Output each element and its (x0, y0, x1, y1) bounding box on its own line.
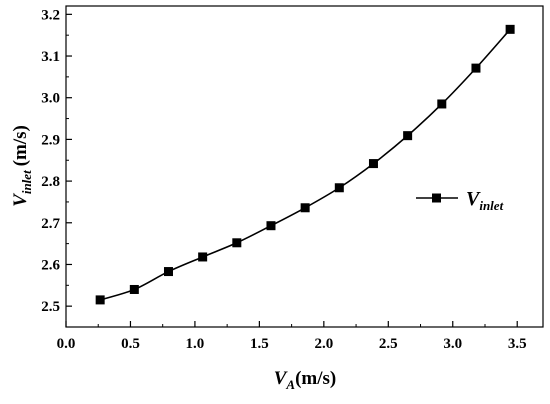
x-tick-label: 1.5 (250, 336, 269, 352)
y-tick-label: 2.7 (41, 216, 60, 232)
legend-label: Vinlet (466, 188, 504, 213)
x-tick-label: 3.5 (508, 336, 527, 352)
y-tick-label: 3.2 (41, 7, 60, 23)
x-axis-title: VA(m/s) (274, 368, 337, 392)
y-axis-symbol: V (10, 193, 31, 207)
legend: Vinlet (416, 188, 504, 213)
x-tick-label: 2.5 (379, 336, 398, 352)
y-axis-title: Vinlet (m/s) (10, 125, 34, 207)
x-tick-label: 1.0 (186, 336, 205, 352)
data-point (505, 24, 515, 34)
x-axis-symbol: V (274, 368, 288, 389)
legend-subscript: inlet (479, 198, 503, 213)
x-tick-label: 3.0 (443, 336, 462, 352)
x-axis-unit: (m/s) (295, 368, 336, 389)
ticks (65, 13, 518, 327)
data-point (95, 295, 105, 305)
data-point (266, 221, 276, 231)
series-line-vinlet (99, 28, 511, 301)
y-tick-label: 3.0 (41, 91, 60, 107)
x-tick-label: 2.0 (314, 336, 333, 352)
y-tick-label: 2.9 (41, 132, 60, 148)
y-axis-unit: (m/s) (10, 125, 31, 166)
data-point (437, 99, 447, 109)
y-tick-label: 2.6 (41, 257, 60, 273)
data-point (403, 131, 413, 141)
x-tick-label: 0.0 (57, 336, 76, 352)
y-tick-label: 2.8 (41, 174, 60, 190)
legend-marker (432, 193, 441, 203)
data-point (471, 63, 481, 73)
data-point (163, 267, 173, 277)
data-point (232, 238, 242, 248)
legend-symbol: V (466, 188, 481, 210)
x-tick-label: 0.5 (121, 336, 140, 352)
y-axis-subscript: inlet (19, 170, 34, 194)
y-tick-label: 3.1 (41, 49, 60, 65)
data-point (334, 183, 344, 193)
tick-labels: 0.0 0.5 1.0 1.5 2.0 2.5 3.0 3.5 2.5 2.6 2.7 2.8 2.9 3… (41, 7, 526, 352)
data-point (129, 284, 139, 294)
data-point (368, 159, 378, 169)
x-axis-subscript: A (285, 377, 295, 392)
y-tick-label: 2.5 (41, 299, 60, 315)
plot-frame (65, 5, 544, 328)
series-markers (95, 24, 515, 305)
data-point (300, 203, 310, 213)
data-point (198, 252, 208, 262)
